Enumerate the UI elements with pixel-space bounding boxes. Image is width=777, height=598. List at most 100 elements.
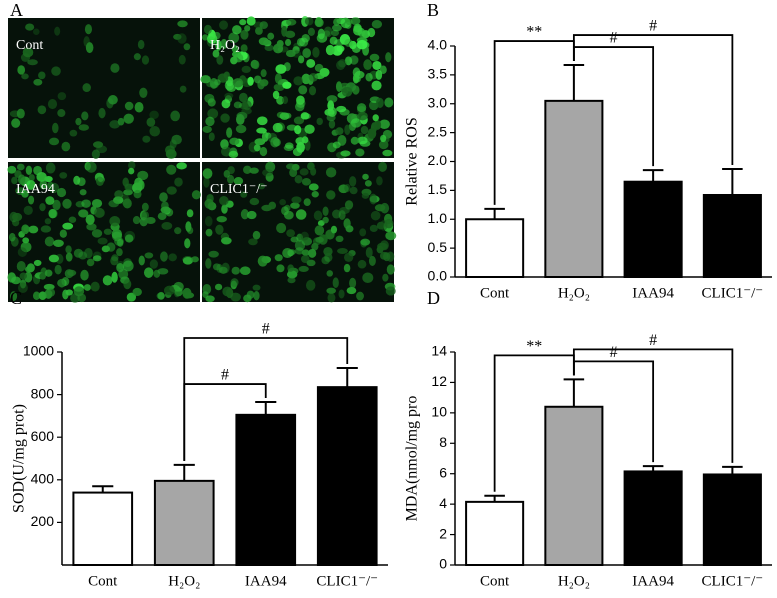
cell	[75, 117, 82, 126]
cell	[39, 203, 46, 212]
cell	[220, 113, 230, 123]
cell	[276, 39, 284, 48]
cell	[321, 256, 330, 265]
cell	[336, 60, 346, 71]
cell	[110, 63, 120, 73]
cell	[215, 39, 222, 51]
cell	[78, 124, 90, 131]
cell	[110, 256, 119, 266]
cell	[312, 47, 320, 58]
cell	[38, 71, 46, 80]
cell	[86, 258, 95, 267]
image-label: H₂O₂	[210, 38, 240, 53]
cell	[385, 286, 396, 296]
cell	[137, 39, 145, 50]
cell	[259, 21, 269, 30]
cell	[86, 161, 97, 173]
y-tick-label: 2.0	[428, 152, 448, 168]
cell	[206, 193, 214, 203]
cell	[11, 176, 18, 185]
cell	[134, 177, 143, 189]
x-tick-label: CLIC1⁻/⁻	[702, 285, 764, 301]
cell	[371, 20, 383, 29]
cell	[332, 209, 341, 219]
panel-letter: D	[427, 288, 440, 308]
cell	[124, 183, 133, 191]
image-label: Cont	[16, 38, 43, 53]
cell	[300, 231, 309, 241]
cell	[177, 20, 188, 28]
cell	[103, 228, 112, 235]
cell	[83, 284, 91, 291]
cell	[48, 254, 60, 263]
cell	[290, 202, 300, 209]
cell	[310, 167, 317, 176]
cell	[73, 248, 83, 258]
cell	[205, 116, 215, 127]
x-tick-label: IAA94	[632, 573, 674, 589]
cell	[114, 190, 124, 199]
cell	[73, 175, 81, 185]
cell	[92, 255, 102, 262]
cell	[177, 33, 187, 44]
cell	[117, 238, 124, 247]
cell	[335, 81, 343, 93]
cell	[329, 36, 338, 45]
cell	[356, 291, 364, 301]
cell	[257, 255, 268, 267]
cell	[364, 180, 372, 187]
y-tick-label: 800	[31, 385, 55, 401]
cell	[219, 20, 228, 30]
cell	[122, 260, 134, 272]
cell	[212, 49, 220, 58]
cell	[243, 294, 252, 303]
x-tick-label: CLIC1⁻/⁻	[702, 573, 764, 589]
cell	[37, 105, 47, 115]
cell	[295, 209, 307, 220]
cell	[145, 216, 156, 224]
cell	[243, 165, 252, 174]
cell	[355, 148, 365, 157]
cell	[325, 167, 337, 178]
cell	[374, 204, 386, 212]
cell	[239, 266, 251, 276]
cell	[303, 198, 311, 206]
cell	[54, 264, 62, 275]
cell	[184, 238, 191, 249]
cell	[283, 62, 291, 72]
cell	[291, 196, 302, 204]
cell	[252, 284, 261, 291]
cell	[109, 215, 121, 227]
cell	[160, 251, 168, 262]
cell	[118, 268, 129, 280]
cell	[91, 229, 103, 238]
cell	[226, 127, 233, 138]
cell	[338, 289, 345, 299]
cell	[281, 206, 289, 216]
cell	[216, 263, 223, 273]
y-axis-label: Relative ROS	[404, 117, 421, 205]
cell	[94, 207, 105, 218]
y-tick-label: 400	[31, 471, 55, 487]
cell	[253, 291, 260, 301]
cell	[258, 37, 269, 46]
cell	[328, 119, 336, 129]
cell	[384, 218, 394, 229]
cell	[282, 96, 289, 105]
cell	[240, 209, 249, 220]
cell	[367, 27, 376, 38]
cell	[204, 216, 213, 227]
cell	[239, 19, 247, 26]
cell	[335, 127, 344, 135]
cell	[344, 38, 353, 47]
cell	[216, 215, 227, 223]
cell	[356, 103, 367, 113]
cell	[268, 201, 277, 210]
cell	[52, 239, 64, 247]
micrograph	[8, 18, 200, 158]
cell	[174, 177, 183, 187]
cell	[39, 272, 46, 280]
cell	[230, 292, 241, 302]
cell	[81, 111, 89, 121]
cell	[319, 67, 330, 77]
